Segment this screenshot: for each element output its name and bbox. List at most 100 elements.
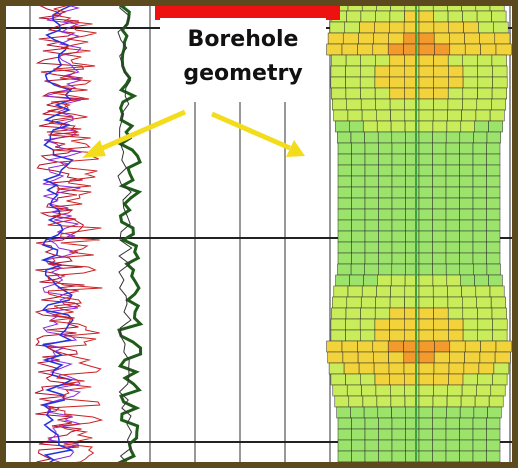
- cylinder-cell: [487, 440, 501, 451]
- cylinder-cell: [365, 187, 379, 198]
- cylinder-cell: [391, 110, 405, 121]
- cylinder-cell: [493, 22, 508, 33]
- cylinder-cell: [379, 154, 393, 165]
- cylinder-cell: [390, 385, 404, 396]
- cylinder-cell: [360, 77, 375, 88]
- cylinder-cell: [433, 275, 447, 286]
- cylinder-cell: [336, 275, 350, 286]
- cylinder-cell: [419, 88, 434, 99]
- cylinder-cell: [449, 22, 464, 33]
- cylinder-cell: [419, 33, 434, 44]
- cylinder-cell: [487, 198, 501, 209]
- cylinder-cell: [392, 231, 406, 242]
- cylinder-cell: [352, 418, 366, 429]
- cylinder-cell: [473, 209, 487, 220]
- cylinder-cell: [347, 99, 362, 110]
- cylinder-cell: [460, 440, 474, 451]
- cylinder-cell: [389, 33, 404, 44]
- cylinder-cell: [487, 220, 501, 231]
- cylinder-cell: [361, 11, 376, 22]
- cylinder-cell: [447, 110, 461, 121]
- cylinder-cell: [365, 165, 379, 176]
- cylinder-cell: [460, 253, 474, 264]
- cylinder-cell: [375, 77, 390, 88]
- cylinder-cell: [337, 407, 351, 418]
- cylinder-cell: [375, 308, 390, 319]
- cylinder-cell: [433, 198, 447, 209]
- cylinder-cell: [390, 308, 405, 319]
- cylinder-cell: [463, 66, 478, 77]
- cylinder-cell: [327, 44, 342, 55]
- cylinder-cell: [477, 11, 492, 22]
- callout-line: geometry: [183, 61, 302, 86]
- cylinder-cell: [361, 297, 375, 308]
- cylinder-cell: [448, 374, 463, 385]
- cylinder-cell: [461, 121, 475, 132]
- cylinder-cell: [491, 99, 506, 110]
- cylinder-cell: [379, 220, 393, 231]
- cylinder-cell: [448, 385, 462, 396]
- cylinder-cell: [346, 319, 361, 330]
- cylinder-cell: [392, 451, 406, 462]
- cylinder-cell: [476, 286, 490, 297]
- cylinder-cell: [465, 44, 480, 55]
- cylinder-cell: [447, 396, 461, 407]
- cylinder-cell: [379, 451, 393, 462]
- cylinder-cell: [338, 253, 352, 264]
- cylinder-cell: [487, 165, 501, 176]
- cylinder-cell: [392, 176, 406, 187]
- cylinder-cell: [478, 319, 493, 330]
- cylinder-cell: [392, 253, 406, 264]
- cylinder-cell: [434, 363, 449, 374]
- cylinder-cell: [473, 132, 487, 143]
- cylinder-cell: [463, 55, 478, 66]
- cylinder-cell: [419, 220, 433, 231]
- cylinder-cell: [434, 22, 449, 33]
- cylinder-cell: [332, 99, 347, 110]
- cylinder-cell: [473, 187, 487, 198]
- cylinder-cell: [374, 22, 389, 33]
- cylinder-cell: [350, 275, 364, 286]
- cylinder-cell: [492, 330, 507, 341]
- cylinder-cell: [352, 176, 366, 187]
- cylinder-cell: [419, 418, 433, 429]
- cylinder-cell: [389, 363, 404, 374]
- cylinder-cell: [362, 286, 376, 297]
- cylinder-cell: [361, 55, 376, 66]
- cylinder-cell: [391, 121, 405, 132]
- cylinder-cell: [349, 121, 363, 132]
- cylinder-cell: [390, 11, 405, 22]
- cylinder-cell: [460, 429, 474, 440]
- cylinder-cell: [352, 440, 366, 451]
- cylinder-cell: [487, 231, 501, 242]
- cylinder-cell: [361, 99, 376, 110]
- cylinder-cell: [493, 319, 508, 330]
- cylinder-cell: [365, 429, 379, 440]
- cylinder-cell: [446, 242, 460, 253]
- cylinder-cell: [379, 253, 393, 264]
- cylinder-cell: [391, 275, 405, 286]
- cylinder-cell: [465, 341, 480, 352]
- cylinder-cell: [460, 176, 474, 187]
- cylinder-cell: [487, 429, 501, 440]
- cylinder-cell: [433, 220, 447, 231]
- cylinder-cell: [331, 66, 346, 77]
- cylinder-cell: [446, 220, 460, 231]
- cylinder-cell: [476, 110, 490, 121]
- cylinder-cell: [473, 242, 487, 253]
- cylinder-cell: [463, 77, 478, 88]
- cylinder-cell: [434, 341, 449, 352]
- cylinder-cell: [379, 176, 393, 187]
- cylinder-cell: [390, 319, 405, 330]
- cylinder-cell: [448, 308, 463, 319]
- cylinder-cell: [461, 275, 475, 286]
- page: Borehole geometry (() => { const data = …: [0, 0, 518, 468]
- cylinder-cell: [379, 231, 393, 242]
- cylinder-cell: [335, 121, 349, 132]
- cylinder-cell: [392, 264, 406, 275]
- cylinder-cell: [419, 385, 433, 396]
- cylinder-cell: [333, 385, 347, 396]
- cylinder-cell: [389, 352, 404, 363]
- cylinder-cell: [462, 297, 476, 308]
- cylinder-cell: [347, 297, 361, 308]
